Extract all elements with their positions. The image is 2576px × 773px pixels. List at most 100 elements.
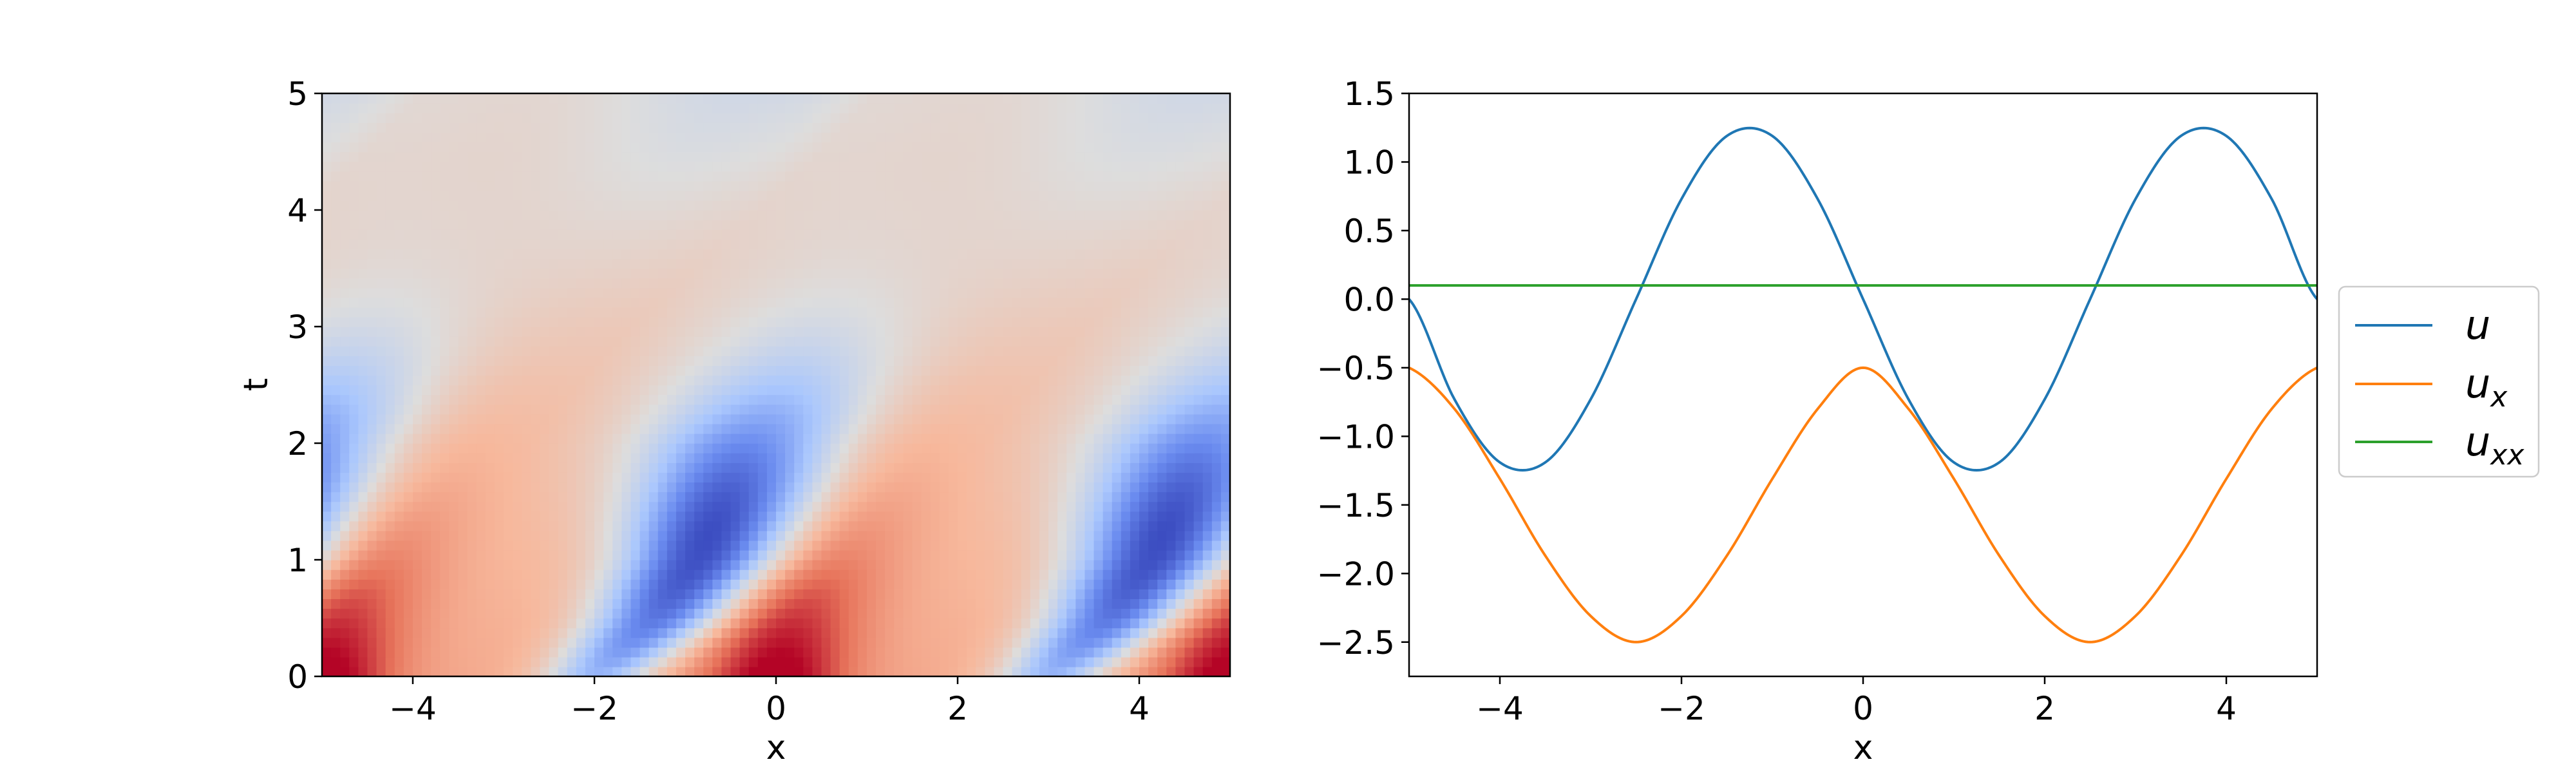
heatmap-cell (513, 336, 522, 347)
heatmap-cell (494, 453, 504, 463)
heatmap-cell (912, 316, 922, 327)
heatmap-cell (504, 589, 513, 600)
heatmap-cell (440, 287, 450, 298)
heatmap-cell (585, 511, 595, 522)
heatmap-cell (1166, 258, 1177, 269)
heatmap-cell (367, 443, 377, 453)
heatmap-cell (621, 549, 632, 560)
heatmap-cell (885, 443, 895, 453)
heatmap-cell (531, 239, 541, 250)
heatmap-cell (821, 258, 831, 269)
heatmap-cell (867, 210, 876, 220)
heatmap-cell (485, 316, 495, 327)
heatmap-cell (1094, 249, 1104, 260)
heatmap-cell (958, 482, 967, 493)
heatmap-cell (766, 423, 777, 434)
heatmap-cell (649, 268, 659, 279)
heatmap-cell (1021, 239, 1031, 250)
heatmap-cell (358, 666, 368, 676)
heatmap-cell (921, 356, 931, 367)
heatmap-cell (739, 307, 750, 318)
heatmap-cell (340, 656, 350, 667)
heatmap-cell (794, 190, 804, 201)
heatmap-cell (912, 501, 922, 512)
heatmap-cell (994, 618, 1004, 629)
heatmap-cell (594, 297, 604, 308)
heatmap-cell (785, 239, 795, 250)
heatmap-cell (1202, 239, 1213, 250)
heatmap-cell (558, 656, 568, 667)
heatmap-cell (776, 511, 786, 522)
heatmap-cell (739, 627, 750, 638)
heatmap-cell (1112, 579, 1122, 589)
heatmap-cell (839, 569, 849, 580)
heatmap-cell (639, 210, 650, 220)
heatmap-cell (331, 511, 341, 522)
heatmap-cell (1048, 618, 1058, 629)
heatmap-cell (476, 327, 486, 337)
heatmap-cell (403, 569, 413, 580)
heatmap-cell (694, 200, 704, 211)
heatmap-cell (703, 375, 713, 386)
heatmap-cell (449, 327, 459, 337)
heatmap-cell (958, 511, 967, 522)
heatmap-cell (440, 220, 450, 230)
heatmap-cell (531, 453, 541, 463)
heatmap-cell (649, 210, 659, 220)
heatmap-cell (1012, 375, 1022, 386)
heatmap-cell (867, 549, 876, 560)
heatmap-cell (1021, 258, 1031, 269)
heatmap-cell (630, 589, 641, 600)
heatmap-cell (358, 637, 368, 648)
heatmap-cell (531, 220, 541, 230)
heatmap-cell (504, 549, 513, 560)
heatmap-cell (522, 229, 531, 240)
heatmap-cell (1220, 210, 1230, 220)
heatmap-cell (513, 443, 522, 453)
heatmap-cell (1103, 268, 1113, 279)
heatmap-cell (376, 598, 386, 609)
heatmap-cell (440, 346, 450, 356)
heatmap-cell (322, 258, 332, 269)
heatmap-cell (603, 229, 613, 240)
heatmap-cell (1021, 656, 1031, 667)
heatmap-cell (422, 258, 431, 269)
heatmap-cell (1193, 453, 1204, 463)
heatmap-cell (630, 666, 641, 676)
heatmap-cell (958, 540, 967, 551)
heatmap-cell (531, 472, 541, 483)
heatmap-cell (703, 501, 713, 512)
heatmap-cell (1112, 520, 1122, 531)
heatmap-cell (513, 365, 522, 376)
heatmap-cell (1084, 423, 1095, 434)
heatmap-cell (985, 307, 995, 318)
heatmap-cell (1211, 394, 1222, 405)
heatmap-cell (639, 463, 650, 473)
heatmap-cell (504, 210, 513, 220)
heatmap-cell (712, 346, 723, 356)
heatmap-cell (1003, 258, 1013, 269)
heatmap-cell (730, 618, 741, 629)
heatmap-cell (467, 443, 477, 453)
heatmap-cell (340, 278, 350, 289)
heatmap-cell (1112, 560, 1122, 570)
heatmap-cell (921, 618, 931, 629)
heatmap-cell (376, 258, 386, 269)
heatmap-cell (730, 549, 741, 560)
heatmap-cell (594, 511, 604, 522)
heatmap-cell (603, 637, 613, 648)
heatmap-cell (612, 414, 622, 425)
heatmap-cell (821, 453, 831, 463)
heatmap-cell (776, 530, 786, 541)
heatmap-cell (630, 190, 641, 201)
heatmap-cell (549, 220, 559, 230)
heatmap-cell (1103, 511, 1113, 522)
heatmap-cell (1012, 637, 1022, 648)
heatmap-cell (730, 423, 741, 434)
heatmap-cell (621, 336, 632, 347)
heatmap-cell (1057, 375, 1067, 386)
heatmap-cell (894, 297, 904, 308)
heatmap-cell (1112, 346, 1122, 356)
heatmap-cell (1211, 443, 1222, 453)
heatmap-cell (458, 511, 468, 522)
